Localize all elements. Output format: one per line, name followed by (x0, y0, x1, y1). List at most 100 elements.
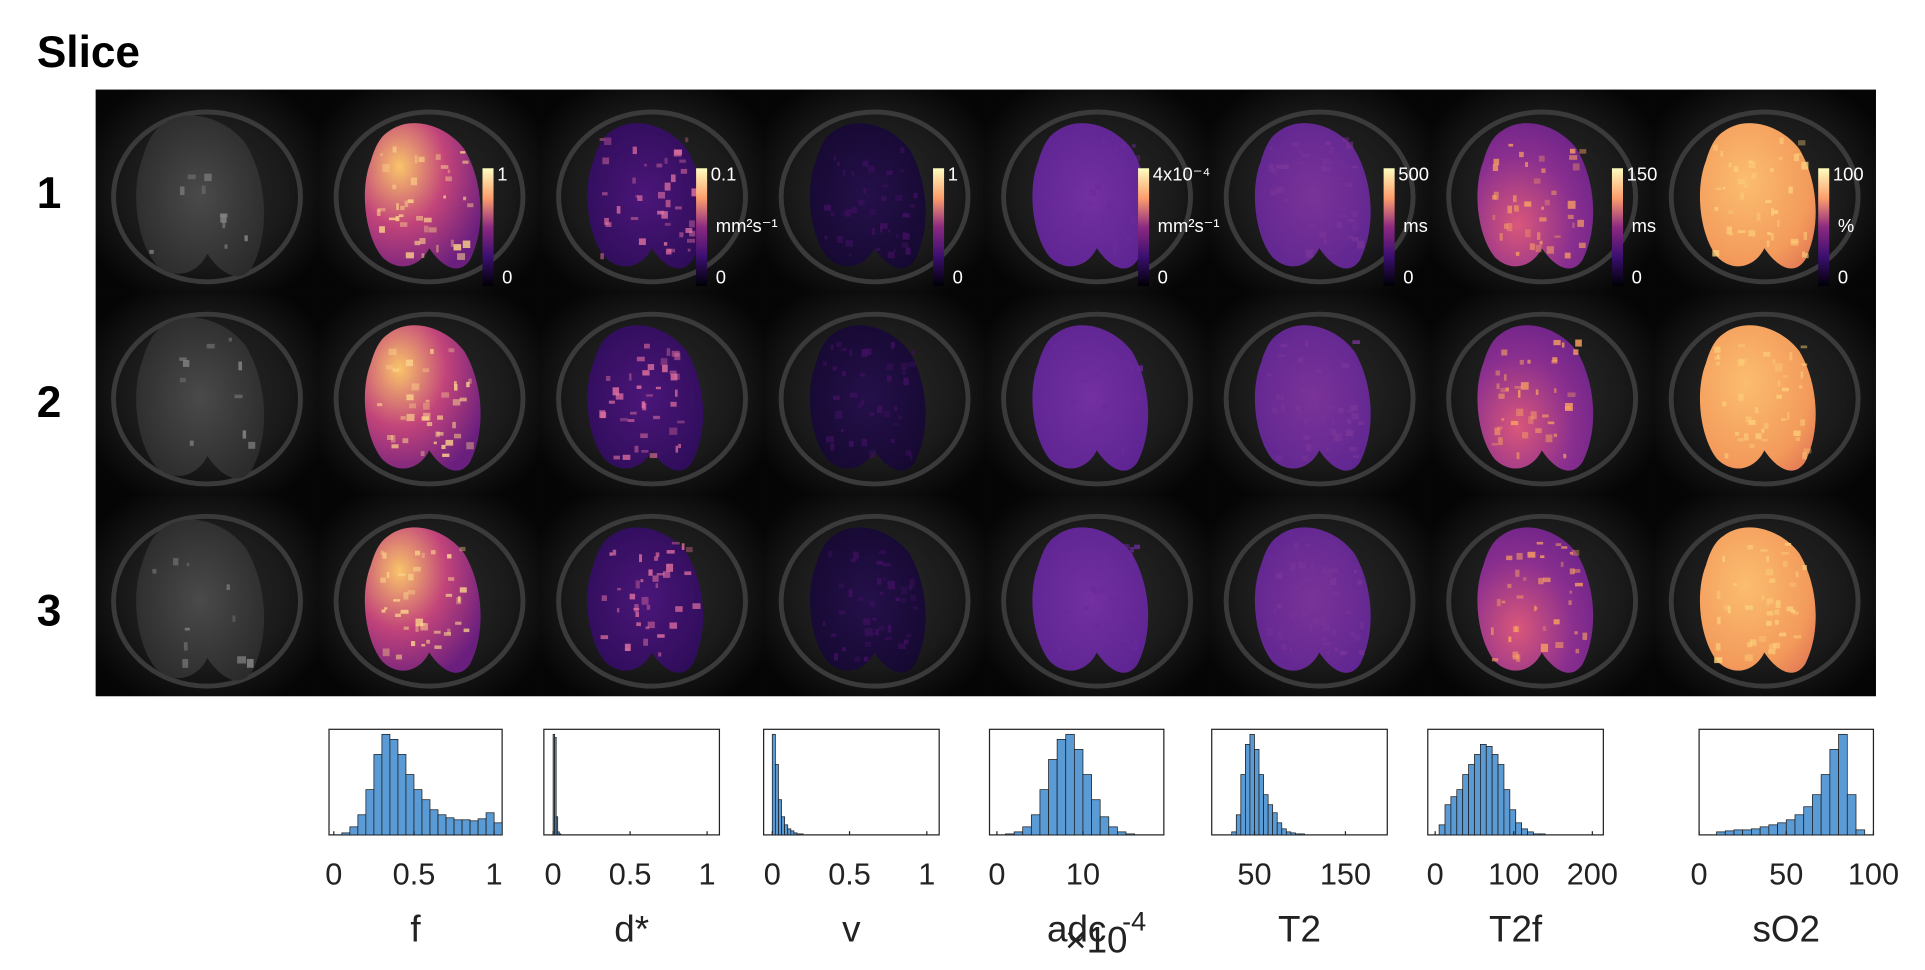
texture-speck (1321, 165, 1326, 172)
texture-speck (414, 155, 418, 164)
texture-speck (838, 583, 845, 588)
texture-speck (189, 440, 194, 446)
texture-speck (894, 406, 898, 411)
texture-speck (1735, 431, 1739, 436)
texture-speck (1756, 212, 1761, 221)
texture-speck (1328, 146, 1335, 155)
texture-speck (406, 394, 414, 401)
texture-speck (1716, 590, 1721, 599)
texture-speck (1110, 203, 1117, 212)
texture-speck (869, 600, 876, 607)
texture-speck (909, 203, 916, 208)
texture-speck (1527, 551, 1536, 558)
texture-speck (1342, 137, 1349, 143)
texture-speck (1554, 235, 1561, 238)
texture-speck (664, 182, 671, 191)
texture-speck (1302, 455, 1308, 461)
tissue-map (1477, 325, 1594, 471)
texture-speck (1575, 339, 1582, 347)
texture-speck (1770, 232, 1774, 241)
texture-speck (388, 348, 397, 356)
texture-speck (663, 242, 668, 246)
texture-speck (1329, 251, 1333, 255)
texture-speck (1493, 191, 1499, 200)
texture-speck (851, 207, 857, 214)
texture-speck (1555, 543, 1562, 547)
texture-speck (1080, 379, 1089, 383)
texture-speck (182, 360, 190, 367)
texture-speck (602, 157, 610, 165)
histogram-bar (1838, 733, 1848, 836)
histogram-bar (1716, 831, 1726, 836)
texture-speck (1091, 340, 1098, 344)
texture-speck (600, 253, 604, 260)
anatomy-ring (1668, 311, 1861, 487)
texture-speck (392, 184, 397, 190)
texture-speck (1553, 339, 1561, 346)
texture-speck (841, 348, 847, 352)
histogram-bar (469, 820, 479, 836)
texture-speck (869, 208, 877, 216)
texture-speck (1101, 221, 1106, 230)
histogram-bar (790, 830, 795, 836)
texture-speck (886, 363, 894, 371)
texture-speck (1540, 643, 1549, 652)
texture-speck (226, 584, 230, 591)
histogram-bar (1263, 794, 1269, 836)
texture-speck (1108, 392, 1112, 396)
texture-speck (1101, 138, 1106, 145)
histogram-bar (1091, 799, 1101, 836)
texture-speck (1289, 647, 1293, 652)
texture-speck (1102, 213, 1105, 222)
texture-speck (643, 638, 649, 646)
histogram-bar (1285, 831, 1292, 836)
texture-speck (421, 416, 429, 421)
texture-speck (1123, 200, 1127, 205)
texture-speck (656, 163, 663, 168)
texture-speck (1046, 404, 1053, 409)
texture-speck (1551, 190, 1557, 196)
texture-speck (666, 550, 675, 554)
texture-speck (681, 543, 685, 550)
texture-speck (184, 627, 190, 631)
texture-speck (1569, 155, 1578, 160)
texture-speck (1536, 232, 1541, 240)
histogram-bar (1039, 789, 1049, 836)
texture-speck (1049, 225, 1054, 232)
texture-speck (653, 415, 660, 420)
texture-speck (1530, 411, 1537, 420)
histogram-bar (778, 799, 782, 836)
texture-speck (1347, 235, 1353, 239)
texture-speck (1772, 359, 1776, 365)
tissue-map (1032, 527, 1149, 673)
texture-speck (1275, 164, 1283, 169)
texture-speck (1790, 241, 1799, 246)
texture-speck (637, 195, 643, 201)
texture-speck (1715, 643, 1721, 651)
texture-speck (1781, 387, 1789, 392)
texture-speck (1351, 237, 1359, 242)
texture-speck (639, 554, 643, 563)
texture-speck (1781, 418, 1787, 421)
texture-speck (670, 174, 676, 183)
texture-speck (459, 587, 467, 593)
histogram-bar (341, 832, 351, 836)
texture-speck (387, 435, 394, 440)
map-cells (95, 89, 1876, 697)
texture-speck (1284, 199, 1288, 202)
histogram-bar (1013, 831, 1024, 836)
anatomy-ring (778, 311, 971, 487)
texture-speck (173, 558, 179, 566)
tissue-region (136, 115, 265, 277)
texture-speck (1078, 213, 1082, 218)
texture-speck (186, 562, 190, 567)
texture-speck (1350, 632, 1356, 637)
texture-speck (1722, 556, 1726, 562)
texture-speck (1061, 235, 1066, 244)
texture-speck (1353, 455, 1360, 458)
texture-speck (671, 350, 680, 357)
texture-speck (1766, 611, 1774, 616)
texture-speck (1124, 360, 1132, 368)
texture-speck (1330, 568, 1339, 574)
texture-speck (656, 573, 665, 576)
